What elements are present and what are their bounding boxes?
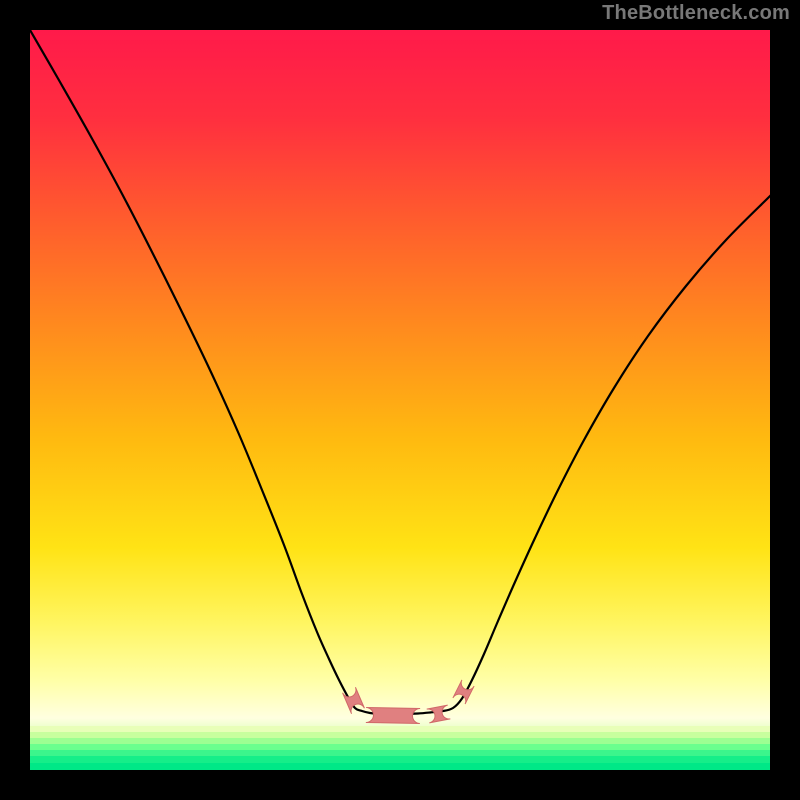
watermark-text: TheBottleneck.com bbox=[602, 2, 790, 25]
bottom-stripe-5 bbox=[30, 756, 770, 763]
plot-area bbox=[30, 30, 770, 770]
bottom-stripe-0 bbox=[30, 726, 770, 732]
bottom-stripe-3 bbox=[30, 744, 770, 750]
plot-svg bbox=[30, 30, 770, 770]
bottom-stripe-4 bbox=[30, 750, 770, 756]
gradient-background bbox=[30, 30, 770, 770]
bottom-stripe-1 bbox=[30, 732, 770, 738]
chart-frame: TheBottleneck.com bbox=[0, 0, 800, 800]
bottom-stripe-6 bbox=[30, 763, 770, 770]
trough-marker-1 bbox=[366, 708, 420, 724]
bottom-stripe-2 bbox=[30, 738, 770, 744]
